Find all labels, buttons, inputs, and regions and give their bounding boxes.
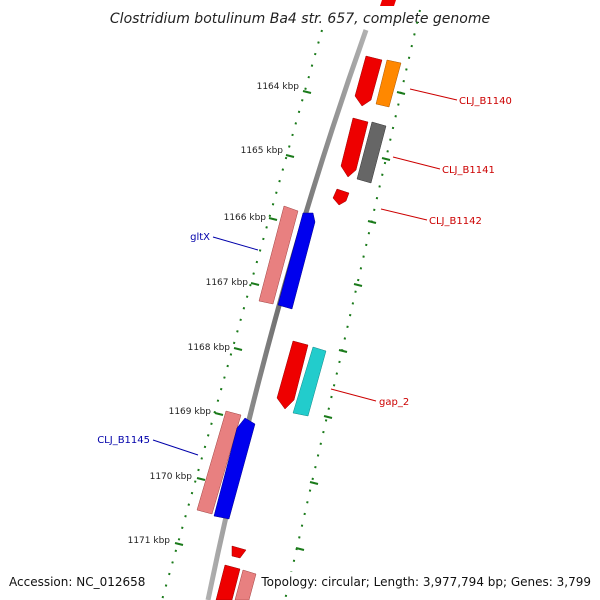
- cds-clj-b1140[interactable]: [375, 59, 402, 108]
- cds-gap-2[interactable]: [292, 346, 327, 417]
- label-gap-2[interactable]: gap_2: [379, 397, 409, 408]
- kbp-label-1164: 1164 kbp: [257, 82, 300, 92]
- leader-clj-b1141: [392, 156, 441, 170]
- label-gltx[interactable]: gltX: [190, 232, 210, 243]
- label-clj-b1140[interactable]: CLJ_B1140: [459, 96, 512, 107]
- kbp-tick-1171: [174, 542, 184, 546]
- kbp-ticks: 1164 kbp 1165 kbp 1166 kbp 1167 kbp 1168…: [128, 82, 312, 546]
- kbp-label-1165: 1165 kbp: [241, 146, 284, 156]
- genome-backbone: [205, 29, 369, 600]
- footer-bg-left: [4, 572, 146, 590]
- kbp-tick-1168: [233, 347, 243, 351]
- leader-lines: [152, 88, 458, 456]
- leader-clj-b1140: [409, 88, 458, 101]
- leader-gltx: [212, 236, 259, 251]
- leader-clj-b1145: [152, 439, 199, 456]
- cds-clj-b1145[interactable]: [213, 417, 256, 520]
- kbp-label-1169: 1169 kbp: [169, 407, 212, 417]
- kbp-label-1171: 1171 kbp: [128, 536, 171, 546]
- kbp-tick-1169: [214, 412, 224, 416]
- label-clj-b1142[interactable]: CLJ_B1142: [429, 216, 482, 227]
- cds-red-gap2-left[interactable]: [276, 340, 309, 410]
- kbp-tick-1164: [302, 90, 312, 94]
- cds-gltx[interactable]: [258, 205, 299, 305]
- kbp-label-1166: 1166 kbp: [224, 213, 267, 223]
- kbp-tick-1165: [285, 154, 295, 158]
- cds-features: [196, 0, 402, 600]
- cds-bottom-red[interactable]: [215, 564, 241, 600]
- kbp-label-1170: 1170 kbp: [150, 472, 193, 482]
- ruler-outer: [161, 29, 323, 600]
- cds-blue-gltx[interactable]: [277, 212, 316, 310]
- genome-summary-text: Topology: circular; Length: 3,977,794 bp…: [260, 575, 591, 589]
- cds-clj-b1142[interactable]: [332, 188, 350, 206]
- cds-small-bottom[interactable]: [231, 545, 247, 559]
- label-clj-b1141[interactable]: CLJ_B1141: [442, 165, 495, 176]
- kbp-tick-1166: [268, 217, 278, 221]
- cds-red-1141-left[interactable]: [340, 117, 369, 178]
- cds-bottom-pink[interactable]: [234, 569, 257, 600]
- ruler-inner: [284, 9, 421, 600]
- footer-bg-right: [257, 572, 595, 590]
- kbp-tick-1167: [250, 282, 260, 286]
- inner-ruler-ticks: [295, 91, 406, 551]
- label-clj-b1145[interactable]: CLJ_B1145: [97, 435, 150, 446]
- cds-red-1140-left[interactable]: [354, 55, 383, 107]
- leader-clj-b1142: [380, 208, 428, 221]
- kbp-label-1168: 1168 kbp: [188, 343, 231, 353]
- kbp-tick-1170: [196, 477, 206, 481]
- cds-clj-b1141[interactable]: [356, 121, 387, 184]
- kbp-label-1167: 1167 kbp: [206, 278, 249, 288]
- map-title: Clostridium botulinum Ba4 str. 657, comp…: [110, 11, 490, 27]
- accession-text: Accession: NC_012658: [9, 575, 145, 589]
- cds-top-partial[interactable]: [380, 0, 396, 6]
- cds-pink-1145[interactable]: [196, 410, 242, 515]
- leader-gap-2: [330, 388, 377, 402]
